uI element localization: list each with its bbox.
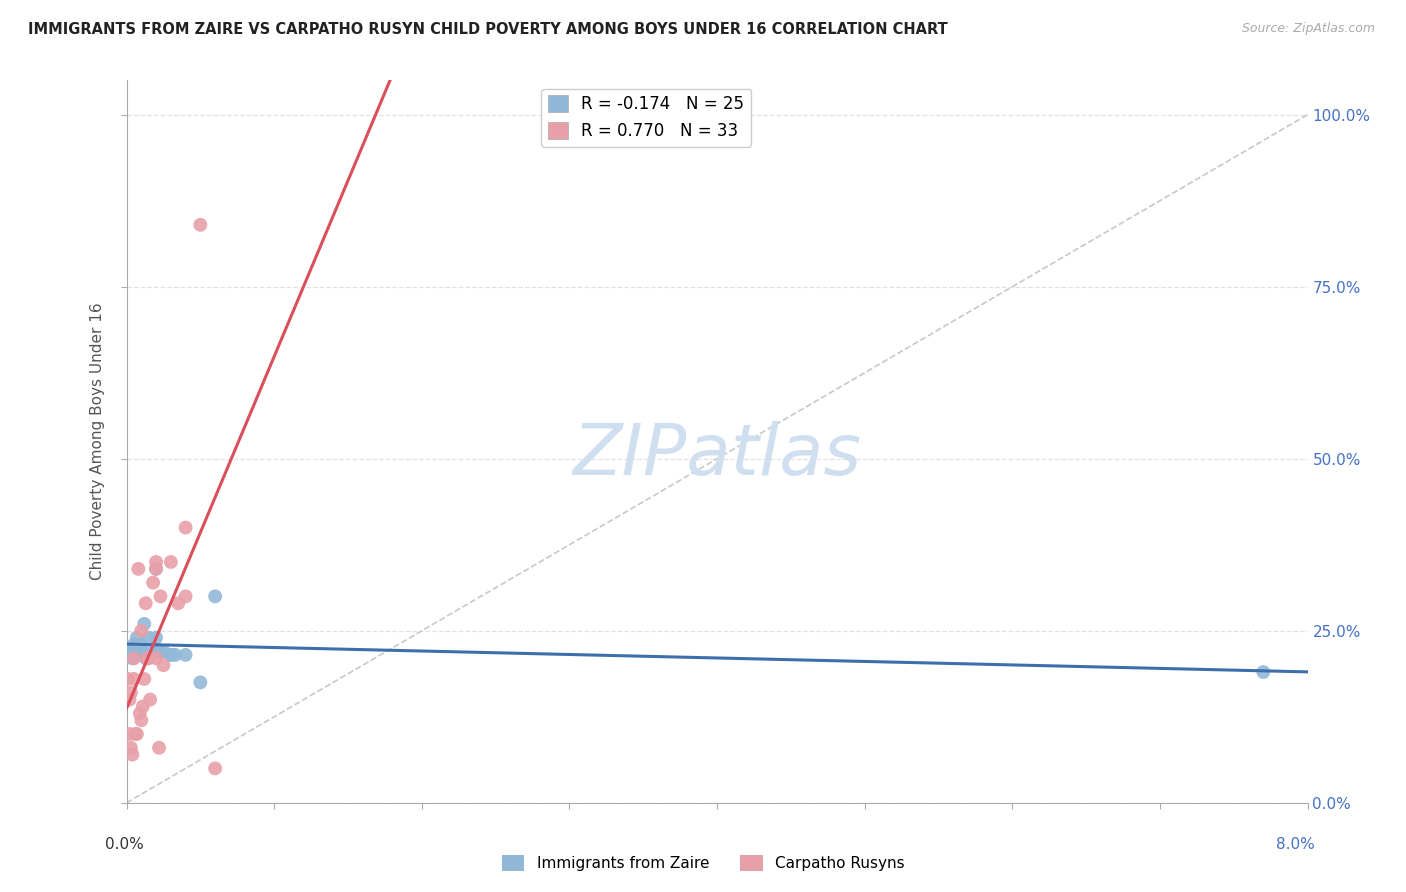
Point	[204, 761, 226, 775]
Point	[160, 648, 183, 662]
Point	[127, 562, 149, 576]
Point	[1253, 665, 1275, 679]
Text: ZIPatlas: ZIPatlas	[572, 422, 862, 491]
Point	[132, 699, 155, 714]
Point	[145, 631, 167, 645]
Point	[145, 562, 167, 576]
Point	[135, 596, 157, 610]
Point	[129, 713, 153, 727]
Point	[120, 686, 142, 700]
Point	[145, 651, 167, 665]
Legend: Immigrants from Zaire, Carpatho Rusyns: Immigrants from Zaire, Carpatho Rusyns	[495, 849, 911, 877]
Text: IMMIGRANTS FROM ZAIRE VS CARPATHO RUSYN CHILD POVERTY AMONG BOYS UNDER 16 CORREL: IMMIGRANTS FROM ZAIRE VS CARPATHO RUSYN …	[28, 22, 948, 37]
Point	[145, 562, 167, 576]
Point	[125, 631, 148, 645]
Point	[160, 648, 183, 662]
Y-axis label: Child Poverty Among Boys Under 16: Child Poverty Among Boys Under 16	[90, 302, 105, 581]
Point	[124, 727, 146, 741]
Point	[120, 644, 142, 658]
Point	[121, 651, 143, 665]
Text: 8.0%: 8.0%	[1275, 837, 1315, 852]
Point	[138, 651, 160, 665]
Point	[118, 727, 141, 741]
Text: Source: ZipAtlas.com: Source: ZipAtlas.com	[1241, 22, 1375, 36]
Point	[188, 675, 212, 690]
Point	[117, 672, 139, 686]
Point	[129, 638, 153, 652]
Point	[121, 747, 143, 762]
Point	[127, 644, 149, 658]
Point	[174, 648, 197, 662]
Point	[118, 692, 141, 706]
Point	[149, 590, 172, 604]
Point	[148, 644, 170, 658]
Point	[142, 575, 165, 590]
Point	[120, 740, 142, 755]
Point	[138, 631, 160, 645]
Point	[188, 218, 212, 232]
Point	[148, 740, 170, 755]
Point	[152, 644, 174, 658]
Point	[167, 596, 190, 610]
Point	[122, 638, 145, 652]
Text: 0.0%: 0.0%	[105, 837, 145, 852]
Point	[122, 672, 145, 686]
Point	[139, 644, 162, 658]
Point	[124, 644, 146, 658]
Point	[118, 644, 141, 658]
Legend: R = -0.174   N = 25, R = 0.770   N = 33: R = -0.174 N = 25, R = 0.770 N = 33	[541, 88, 751, 146]
Point	[135, 651, 157, 665]
Point	[129, 644, 153, 658]
Point	[174, 520, 197, 534]
Point	[152, 658, 174, 673]
Point	[128, 706, 150, 721]
Point	[125, 727, 148, 741]
Point	[129, 624, 153, 638]
Point	[174, 590, 197, 604]
Point	[165, 648, 187, 662]
Point	[160, 555, 183, 569]
Point	[139, 692, 162, 706]
Point	[122, 651, 145, 665]
Point	[134, 616, 156, 631]
Point	[134, 672, 156, 686]
Point	[204, 590, 226, 604]
Point	[136, 651, 159, 665]
Point	[145, 555, 167, 569]
Point	[145, 644, 167, 658]
